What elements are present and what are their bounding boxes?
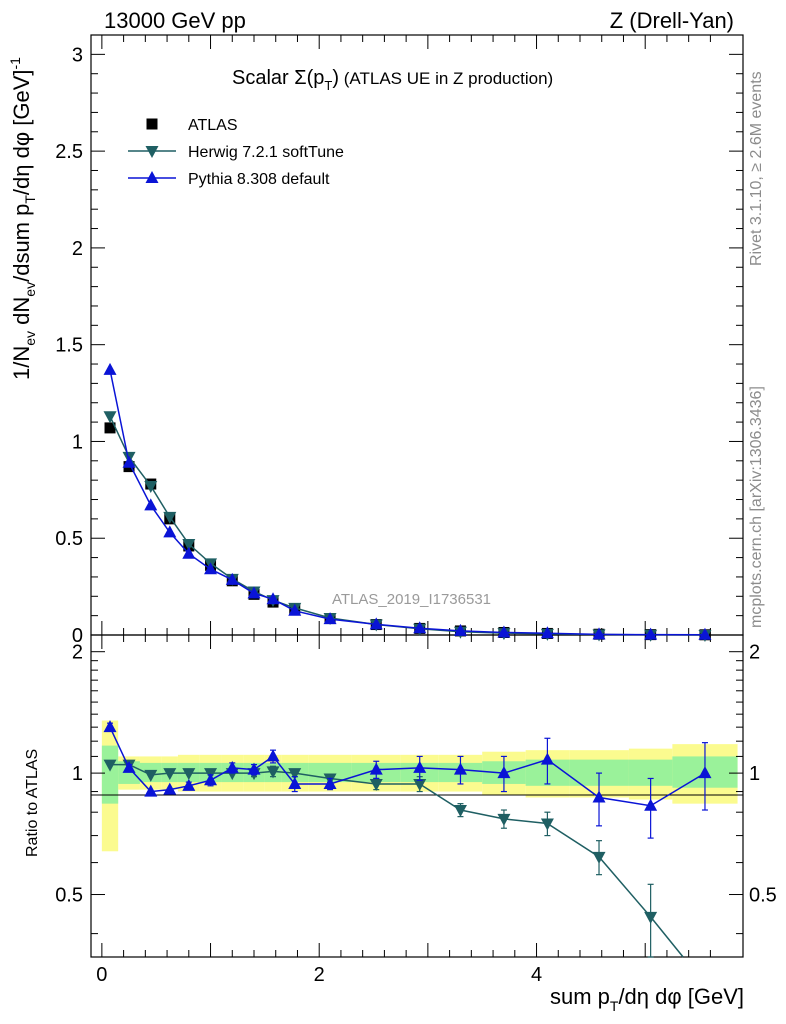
ratio-y-tick-label-right: 2 bbox=[749, 642, 760, 664]
ratio-data-point bbox=[453, 762, 467, 775]
y-tick-label: 1 bbox=[72, 431, 83, 453]
main-data-point bbox=[288, 603, 302, 616]
header-right-label: Z (Drell-Yan) bbox=[610, 8, 734, 33]
main-data-point bbox=[182, 546, 196, 559]
ratio-data-point bbox=[592, 790, 606, 803]
ratio-data-point bbox=[288, 768, 302, 781]
ratio-data-point bbox=[453, 805, 467, 818]
ratio-data-point bbox=[413, 778, 427, 791]
main-data-point bbox=[540, 626, 554, 639]
legend-label: Pythia 8.308 default bbox=[188, 171, 330, 188]
main-data-point bbox=[323, 612, 337, 625]
ratio-data-point bbox=[413, 760, 427, 773]
ratio-data-point bbox=[540, 818, 554, 831]
ratio-y-tick-label-right: 1 bbox=[749, 763, 760, 785]
main-data-point bbox=[104, 422, 116, 434]
ratio-data-point bbox=[592, 851, 606, 864]
ratio-data-point bbox=[698, 766, 712, 779]
ratio-data-point bbox=[163, 782, 177, 795]
x-tick-label: 0 bbox=[96, 964, 107, 986]
ratio-y-tick-label-right: 0.5 bbox=[749, 885, 777, 907]
main-data-point bbox=[644, 627, 658, 640]
main-data-point bbox=[453, 623, 467, 636]
plot-title-main: Scalar Σ(p bbox=[232, 67, 324, 89]
header-left-label: 13000 GeV pp bbox=[104, 8, 246, 33]
main-data-point bbox=[144, 498, 158, 511]
ratio-panel-series bbox=[103, 720, 712, 958]
ratio-y-tick-label: 1 bbox=[72, 763, 83, 785]
ratio-data-point bbox=[266, 766, 280, 779]
main-data-point bbox=[204, 562, 218, 575]
main-data-point bbox=[413, 621, 427, 634]
ratio-panel-frame bbox=[90, 634, 744, 958]
ratio-data-point bbox=[644, 798, 658, 811]
ratio-data-point bbox=[204, 773, 218, 786]
ratio-y-axis-title: Ratio to ATLAS bbox=[24, 749, 41, 857]
y-tick-label: 3 bbox=[72, 44, 83, 66]
ratio-data-point bbox=[144, 769, 158, 782]
plot-title-suffix: (ATLAS UE in Z production) bbox=[339, 69, 553, 88]
ratio-data-point bbox=[266, 749, 280, 762]
ratio-data-point bbox=[182, 778, 196, 791]
main-data-point bbox=[103, 411, 117, 424]
ratio-data-point bbox=[497, 813, 511, 826]
main-data-point bbox=[698, 627, 712, 640]
main-data-point bbox=[122, 455, 136, 468]
legend-marker bbox=[145, 146, 159, 158]
ratio-data-point bbox=[122, 760, 136, 773]
ratio-data-point bbox=[182, 768, 196, 781]
main-data-point bbox=[182, 539, 196, 552]
main-panel-series bbox=[103, 362, 712, 642]
x-axis-title: sum pT/dη dφ [GeV] bbox=[550, 984, 744, 1014]
ratio-y-tick-label: 0.5 bbox=[55, 885, 83, 907]
main-data-point bbox=[163, 511, 177, 524]
main-data-point bbox=[497, 625, 511, 638]
ratio-data-point bbox=[369, 778, 383, 791]
y-tick-label: 0 bbox=[72, 625, 83, 647]
legend-label: ATLAS bbox=[188, 117, 238, 134]
ratio-data-point bbox=[288, 776, 302, 789]
y-axis-title: 1/Nev dNev/dsum pT/dη dφ [GeV]-1 bbox=[7, 57, 38, 380]
main-data-point bbox=[163, 525, 177, 538]
ratio-y-tick-label: 2 bbox=[72, 642, 83, 664]
legend: ATLAS Herwig 7.2.1 softTune Pythia 8.308 d… bbox=[128, 117, 344, 188]
ratio-data-point bbox=[369, 762, 383, 775]
main-data-point bbox=[144, 480, 158, 493]
legend-label: Herwig 7.2.1 softTune bbox=[188, 144, 344, 161]
ratio-data-point bbox=[644, 911, 658, 924]
plot-title-sub: T bbox=[324, 78, 332, 93]
mcplots-label: mcplots.cern.ch [arXiv:1306.3436] bbox=[748, 386, 765, 628]
y-tick-label: 0.5 bbox=[55, 528, 83, 550]
ratio-data-point bbox=[163, 768, 177, 781]
main-data-point bbox=[266, 592, 280, 605]
ratio-data-point bbox=[225, 760, 239, 773]
plot-title: Scalar Σ(pT) (ATLAS UE in Z production) bbox=[232, 67, 553, 93]
ratio-data-point bbox=[103, 759, 117, 772]
main-data-point bbox=[247, 586, 261, 599]
ratio-data-point bbox=[247, 762, 261, 775]
axes-ticks: 00.511.522.530 2 40.5 0.51 12 2 bbox=[55, 35, 777, 986]
plot-title-close: ) bbox=[332, 67, 339, 89]
y-tick-label: 2.5 bbox=[55, 141, 83, 163]
main-data-point bbox=[103, 362, 117, 375]
legend-marker bbox=[145, 171, 159, 183]
main-data-point bbox=[592, 627, 606, 640]
y-tick-label: 1.5 bbox=[55, 335, 83, 357]
x-tick-label: 2 bbox=[314, 964, 325, 986]
ratio-data-point bbox=[323, 776, 337, 789]
main-data-point bbox=[225, 572, 239, 585]
ratio-data-point bbox=[497, 766, 511, 779]
x-tick-label: 4 bbox=[531, 964, 542, 986]
ratio-data-point bbox=[103, 720, 117, 733]
y-tick-label: 2 bbox=[72, 238, 83, 260]
analysis-watermark: ATLAS_2019_I1736531 bbox=[332, 591, 491, 608]
main-data-point bbox=[369, 617, 383, 630]
ratio-data-point bbox=[540, 752, 554, 765]
rivet-version-label: Rivet 3.1.10, ≥ 2.6M events bbox=[748, 71, 765, 266]
legend-marker bbox=[146, 118, 158, 130]
ratio-data-point bbox=[144, 784, 158, 797]
